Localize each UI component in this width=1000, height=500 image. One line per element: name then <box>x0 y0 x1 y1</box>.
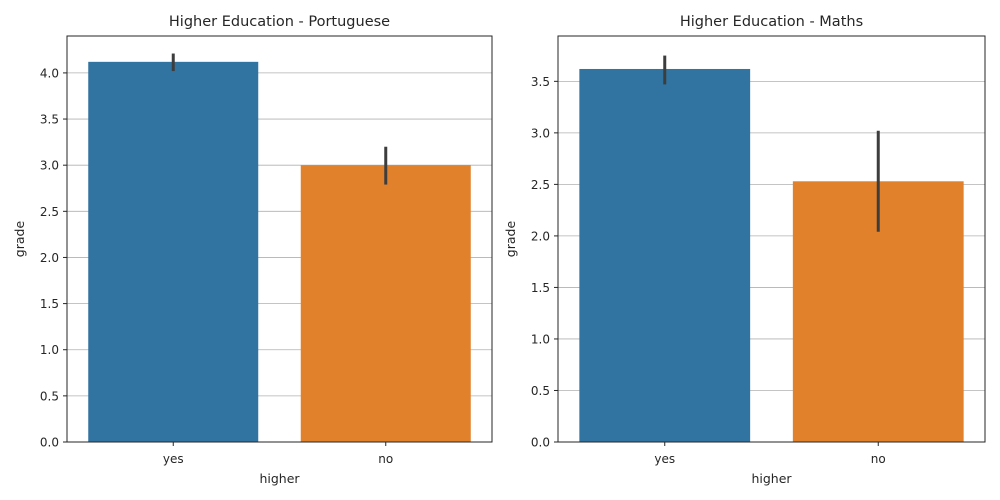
chart-portuguese: Higher Education - Portuguese higher gra… <box>12 14 493 486</box>
y-tick-label: 2.0 <box>531 229 550 243</box>
bar-yes <box>88 61 259 442</box>
x-tick-label: no <box>871 452 886 466</box>
x-axis: yes no <box>654 442 886 466</box>
y-tick-label: 1.0 <box>531 332 550 346</box>
y-tick-label: 0.0 <box>40 436 59 450</box>
y-tick-label: 1.5 <box>531 281 550 295</box>
x-axis-label: higher <box>259 471 300 486</box>
y-tick-label: 2.0 <box>40 251 59 265</box>
plot-frame <box>557 35 986 443</box>
bar-yes <box>579 68 751 443</box>
plot-frame <box>66 35 493 443</box>
y-tick-label: 4.0 <box>40 66 59 80</box>
chart-maths: Higher Education - Maths higher grade 0.… <box>503 14 986 486</box>
y-tick-label: 2.5 <box>40 205 59 219</box>
x-tick-label: yes <box>163 452 184 466</box>
bars <box>88 53 471 442</box>
y-tick-label: 0.0 <box>531 436 550 450</box>
y-tick-label: 2.5 <box>531 178 550 192</box>
y-tick-label: 3.5 <box>40 113 59 127</box>
y-axis: 0.0 0.5 1.0 1.5 2.0 2.5 3.0 3.5 4.0 <box>40 66 67 450</box>
x-tick-label: no <box>378 452 393 466</box>
y-tick-label: 0.5 <box>40 389 59 403</box>
y-tick-label: 3.0 <box>531 126 550 140</box>
y-tick-label: 3.0 <box>40 159 59 173</box>
y-tick-label: 1.0 <box>40 343 59 357</box>
y-axis: 0.0 0.5 1.0 1.5 2.0 2.5 3.0 3.5 <box>531 75 558 450</box>
chart-title: Higher Education - Maths <box>680 14 863 30</box>
y-tick-label: 1.5 <box>40 297 59 311</box>
y-axis-label: grade <box>12 221 27 258</box>
chart-title: Higher Education - Portuguese <box>169 14 390 30</box>
y-tick-label: 0.5 <box>531 384 550 398</box>
x-axis-label: higher <box>751 471 792 486</box>
x-tick-label: yes <box>654 452 675 466</box>
bar-no <box>300 165 471 442</box>
x-axis: yes no <box>163 442 393 466</box>
y-tick-label: 3.5 <box>531 75 550 89</box>
bars <box>579 55 964 443</box>
y-axis-label: grade <box>503 221 518 258</box>
